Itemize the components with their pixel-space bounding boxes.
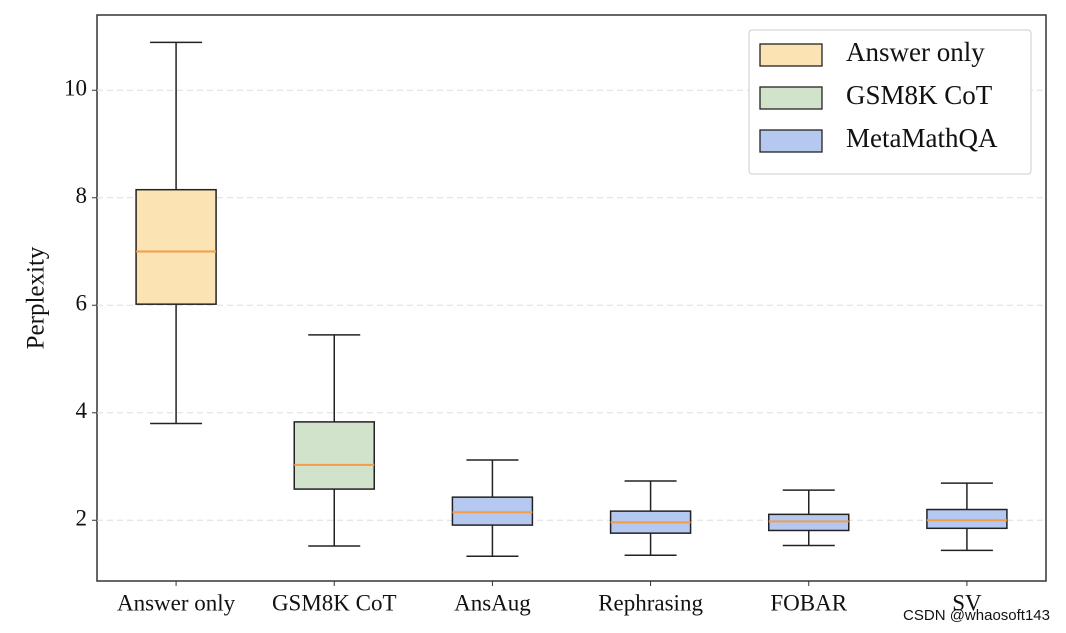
- box: [768, 489, 850, 547]
- box: [451, 459, 534, 558]
- y-tick-label: 8: [76, 183, 88, 208]
- box: [293, 334, 375, 547]
- box-body: [768, 513, 850, 532]
- x-tick-label: AnsAug: [454, 590, 531, 615]
- box-body: [926, 508, 1008, 530]
- y-tick-label: 6: [76, 291, 88, 316]
- box-body: [293, 421, 375, 490]
- legend-swatch: [759, 129, 823, 153]
- x-tick-label: FOBAR: [770, 590, 847, 615]
- x-tick-label: GSM8K CoT: [272, 590, 397, 615]
- y-axis-label: Perplexity: [23, 246, 50, 349]
- plot-frame: [96, 14, 1047, 582]
- legend-swatch: [759, 43, 823, 67]
- legend-label: Answer only: [846, 37, 985, 67]
- y-tick-label: 2: [76, 506, 88, 531]
- x-tick-label: SV: [952, 590, 982, 615]
- box: [926, 482, 1008, 552]
- legend-label: MetaMathQA: [846, 123, 998, 153]
- box-body: [451, 496, 534, 526]
- x-tick-label: Answer only: [117, 590, 236, 615]
- y-tick-label: 4: [76, 398, 88, 423]
- box: [609, 480, 692, 556]
- y-tick-label: 10: [64, 76, 87, 101]
- legend-label: GSM8K CoT: [846, 80, 993, 110]
- x-tick-label: Rephrasing: [598, 590, 703, 615]
- box: [135, 41, 217, 425]
- box-body: [135, 188, 217, 305]
- watermark: CSDN @whaosoft143: [903, 607, 1050, 624]
- legend-swatch: [759, 86, 823, 110]
